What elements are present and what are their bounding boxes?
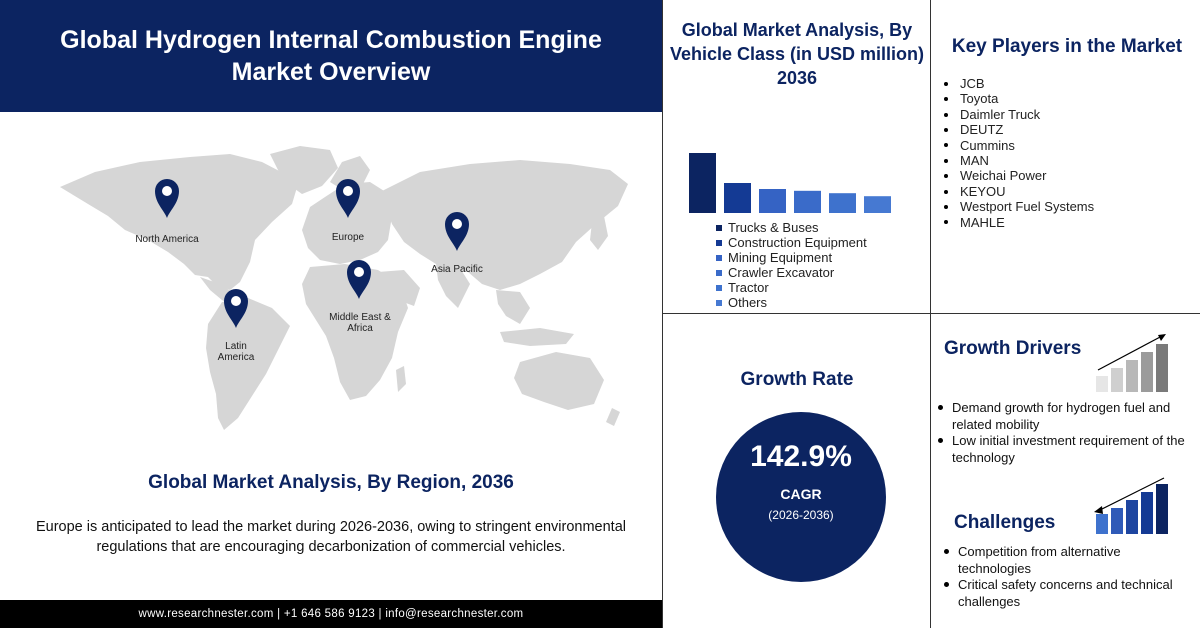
legend-label: Mining Equipment — [728, 250, 833, 265]
challenges-title: Challenges — [954, 512, 1056, 533]
divider-horizontal — [662, 313, 1200, 314]
growth-drivers-list: Demand growth for hydrogen fuel and rela… — [932, 400, 1194, 466]
bar-mining-equipment — [759, 189, 786, 213]
bar-construction-equipment — [724, 183, 751, 213]
pin-north-america-icon — [155, 179, 179, 218]
bar-tractor — [829, 193, 856, 213]
key-players-title: Key Players in the Market — [951, 36, 1183, 57]
growth-driver-item: Demand growth for hydrogen fuel and rela… — [932, 400, 1194, 433]
key-player-item: JCB — [944, 76, 1094, 91]
world-map: North America Europe Asia Pacific Middle… — [0, 112, 662, 467]
cagr-label: CAGR — [780, 486, 822, 502]
bar-others — [864, 196, 891, 213]
cagr-value: 142.9% — [750, 440, 852, 473]
legend-label: Construction Equipment — [728, 235, 867, 250]
cagr-circle: 142.9% CAGR (2026-2036) — [716, 412, 886, 582]
legend-swatch — [716, 254, 722, 261]
title-banner: Global Hydrogen Internal Combustion Engi… — [0, 0, 662, 112]
key-player-item: Toyota — [944, 91, 1094, 106]
pin-latin-america-icon — [224, 289, 248, 328]
key-player-item: Daimler Truck — [944, 107, 1094, 122]
key-player-item: Westport Fuel Systems — [944, 199, 1094, 214]
growth-driver-item: Low initial investment requirement of th… — [932, 433, 1194, 466]
region-analysis-text: Europe is anticipated to lead the market… — [35, 519, 627, 555]
legend-swatch — [716, 269, 722, 276]
key-player-item: Cummins — [944, 138, 1094, 153]
growth-rate-title: Growth Rate — [740, 369, 854, 390]
pin-asia-pacific-icon — [445, 212, 469, 251]
legend-item: Mining Equipment — [716, 250, 867, 265]
vehicle-class-title: Global Market Analysis, By Vehicle Class… — [669, 20, 925, 88]
key-player-item: MAHLE — [944, 215, 1094, 230]
label-latin-america: Latin America — [217, 341, 255, 363]
legend-item: Construction Equipment — [716, 235, 867, 250]
decline-chart-icon — [1094, 477, 1168, 534]
pin-europe-icon — [336, 179, 360, 218]
label-europe: Europe — [331, 232, 365, 243]
bar-trucks-buses — [689, 153, 716, 213]
legend-label: Crawler Excavator — [728, 265, 835, 280]
key-player-item: KEYOU — [944, 184, 1094, 199]
legend-item: Tractor — [716, 280, 867, 295]
challenges-list: Competition from alternative technologie… — [938, 544, 1196, 610]
legend-label: Tractor — [728, 280, 769, 295]
label-middle-east-africa: Middle East & Africa — [329, 312, 391, 334]
divider-vertical-right — [930, 0, 931, 628]
key-player-item: DEUTZ — [944, 122, 1094, 137]
legend-label: Trucks & Buses — [728, 220, 819, 235]
legend-label: Others — [728, 295, 768, 310]
bar-crawler-excavator — [794, 190, 821, 213]
world-map-graphic — [60, 146, 628, 430]
legend-item: Trucks & Buses — [716, 220, 867, 235]
label-asia-pacific: Asia Pacific — [431, 264, 483, 275]
key-players-list: JCB Toyota Daimler Truck DEUTZ Cummins MAN Wei… — [944, 76, 1094, 230]
legend-swatch — [716, 299, 722, 306]
pin-middle-east-africa-icon — [347, 260, 371, 299]
contact-footer: www.researchnester.com | +1 646 586 9123… — [0, 600, 662, 628]
key-player-item: Weichai Power — [944, 168, 1094, 183]
divider-vertical-left — [662, 0, 663, 628]
vehicle-class-legend: Trucks & Buses Construction Equipment Mini… — [716, 220, 867, 310]
page-title: Global Hydrogen Internal Combustion Engi… — [60, 26, 602, 86]
legend-swatch — [716, 239, 722, 246]
cagr-period: (2026-2036) — [768, 508, 834, 522]
key-player-item: MAN — [944, 153, 1094, 168]
challenge-item: Competition from alternative technologie… — [938, 544, 1196, 577]
growth-drivers-title: Growth Drivers — [944, 338, 1082, 359]
legend-swatch — [716, 224, 722, 231]
label-north-america: North America — [135, 234, 199, 245]
challenge-item: Critical safety concerns and technical c… — [938, 577, 1196, 610]
legend-swatch — [716, 284, 722, 291]
vehicle-class-bar-chart — [689, 153, 891, 213]
legend-item: Others — [716, 295, 867, 310]
region-analysis-title: Global Market Analysis, By Region, 2036 — [148, 472, 514, 493]
growth-up-chart-icon — [1096, 334, 1168, 392]
legend-item: Crawler Excavator — [716, 265, 867, 280]
